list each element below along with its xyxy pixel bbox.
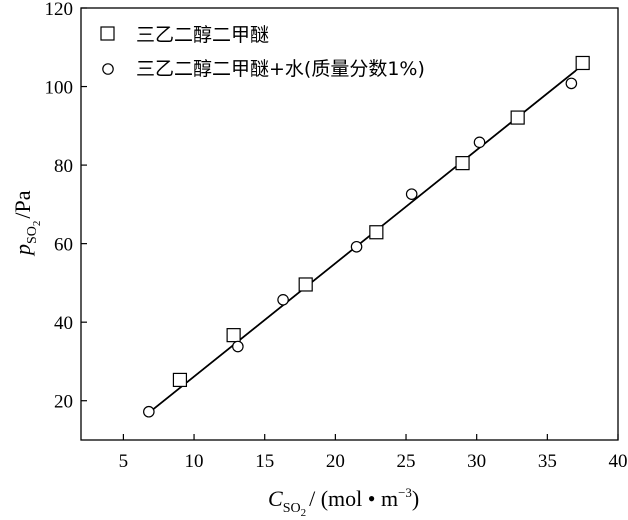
x-tick-label: 15 [255,451,274,472]
x-axis: 5 10 15 20 25 30 35 40 [119,434,628,472]
x-tick-label: 10 [185,451,204,472]
y-tick-label: 80 [54,156,73,177]
square-marker [226,328,241,343]
y-tick-label: 40 [54,313,73,334]
x-tick-label: 35 [538,451,557,472]
y-axis: 20 40 60 80 100 120 [45,0,87,413]
plot-frame [80,7,619,441]
square-marker [298,277,313,292]
legend: 三乙二醇二甲醚 三乙二醇二甲醚+水(质量分数1%) [100,24,425,80]
circle-marker [350,240,363,253]
x-axis-title: CSO2/ (mol • m−3) [268,485,419,519]
y-tick-label: 20 [54,392,73,413]
circle-marker [405,188,418,200]
y-tick-label: 60 [54,235,73,256]
circle-marker [232,340,244,353]
square-marker [369,225,384,240]
square-marker [510,110,525,125]
circle-marker [565,77,578,90]
circle-marker [143,405,155,418]
square-marker [172,372,188,388]
x-tick-label: 25 [397,451,416,472]
legend-label-1: 三乙二醇二甲醚+水(质量分数1%) [136,58,425,80]
x-tick-label: 20 [326,451,345,472]
y-axis-title: pSO2/Pa [10,190,43,257]
legend-marker-circle [102,63,114,75]
legend-label-0: 三乙二醇二甲醚 [136,24,269,46]
square-marker [575,55,590,71]
data-markers [143,55,590,418]
y-tick-label: 100 [45,78,74,99]
fit-line [151,70,577,412]
square-marker [455,156,470,171]
legend-marker-square [100,26,115,41]
y-tick-label: 120 [45,0,74,20]
x-tick-label: 30 [467,451,486,472]
circle-marker [473,136,486,149]
circle-marker [277,293,289,306]
x-tick-label: 40 [609,451,628,472]
x-tick-label: 5 [119,451,129,472]
